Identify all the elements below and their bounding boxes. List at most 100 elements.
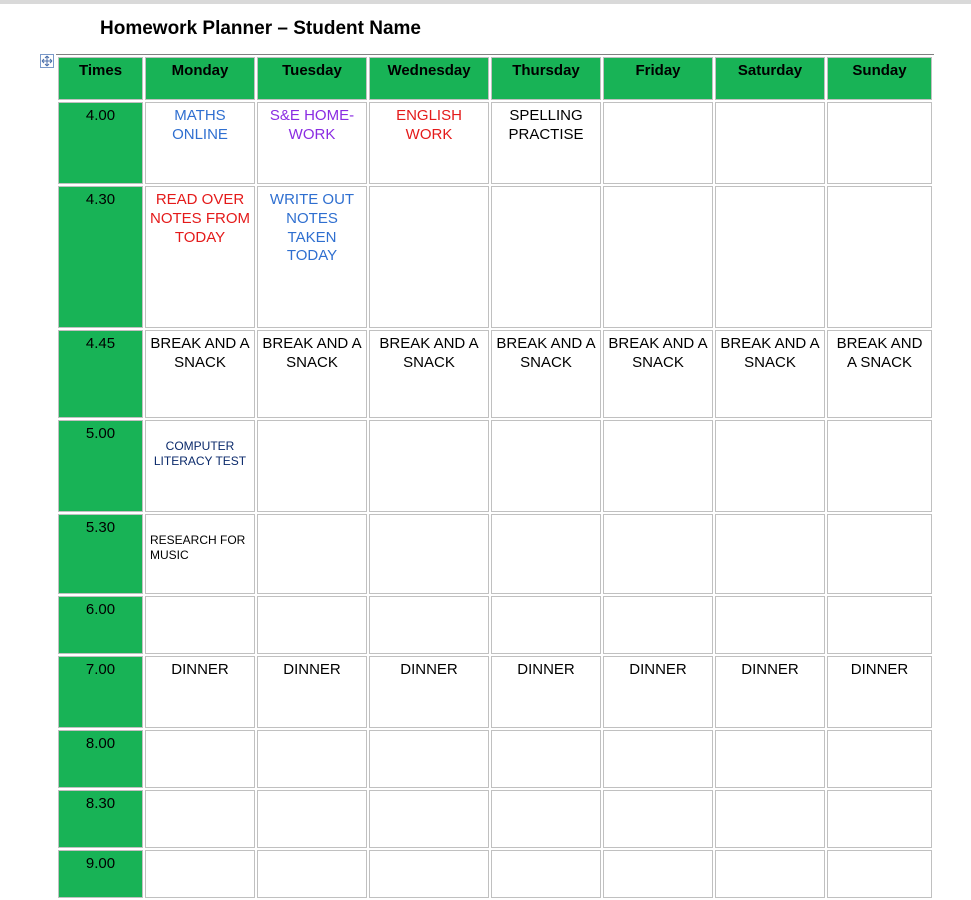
- planner-cell[interactable]: [491, 186, 601, 328]
- planner-cell[interactable]: [369, 186, 489, 328]
- planner-cell[interactable]: [715, 596, 825, 654]
- cell-text: BREAK AND A SNACK: [496, 335, 596, 373]
- planner-cell[interactable]: BREAK AND A SNACK: [145, 330, 255, 418]
- planner-cell[interactable]: DINNER: [369, 656, 489, 728]
- time-cell: 8.00: [58, 730, 143, 788]
- cell-text: BREAK AND A SNACK: [262, 335, 362, 373]
- planner-cell[interactable]: [369, 514, 489, 594]
- table-row: 4.00MATHS ONLINES&E HOME-WORKENGLISH WOR…: [58, 102, 932, 184]
- planner-cell[interactable]: [827, 186, 932, 328]
- planner-cell[interactable]: RESEARCH FOR MUSIC: [145, 514, 255, 594]
- planner-cell[interactable]: [145, 596, 255, 654]
- planner-cell[interactable]: [257, 730, 367, 788]
- planner-cell[interactable]: DINNER: [603, 656, 713, 728]
- planner-cell[interactable]: MATHS ONLINE: [145, 102, 255, 184]
- planner-cell[interactable]: DINNER: [491, 656, 601, 728]
- planner-cell[interactable]: [827, 850, 932, 898]
- planner-cell[interactable]: [369, 790, 489, 848]
- planner-cell[interactable]: [491, 790, 601, 848]
- planner-cell[interactable]: [257, 850, 367, 898]
- planner-cell[interactable]: [369, 420, 489, 512]
- planner-cell[interactable]: [491, 420, 601, 512]
- planner-cell[interactable]: BREAK AND A SNACK: [715, 330, 825, 418]
- time-cell: 9.00: [58, 850, 143, 898]
- cell-text: DINNER: [608, 661, 708, 680]
- planner-cell[interactable]: [715, 102, 825, 184]
- planner-cell[interactable]: [715, 186, 825, 328]
- planner-cell[interactable]: [715, 514, 825, 594]
- planner-cell[interactable]: [715, 790, 825, 848]
- planner-cell[interactable]: DINNER: [145, 656, 255, 728]
- cell-text: DINNER: [720, 661, 820, 680]
- cell-text: RESEARCH FOR MUSIC: [150, 519, 250, 563]
- cell-text: DINNER: [374, 661, 484, 680]
- table-row: 8.00: [58, 730, 932, 788]
- planner-cell[interactable]: BREAK AND A SNACK: [491, 330, 601, 418]
- header-row: TimesMondayTuesdayWednesdayThursdayFrida…: [58, 57, 932, 100]
- cell-text: BREAK AND A SNACK: [608, 335, 708, 373]
- cell-text: COMPUTER LITERACY TEST: [150, 425, 250, 469]
- planner-cell[interactable]: DINNER: [827, 656, 932, 728]
- planner-cell[interactable]: [369, 850, 489, 898]
- planner-cell[interactable]: [491, 514, 601, 594]
- planner-cell[interactable]: [145, 790, 255, 848]
- time-cell: 6.00: [58, 596, 143, 654]
- page-title: Homework Planner – Student Name: [0, 4, 971, 54]
- table-row: 9.00: [58, 850, 932, 898]
- table-wrap: TimesMondayTuesdayWednesdayThursdayFrida…: [0, 54, 971, 900]
- planner-cell[interactable]: COMPUTER LITERACY TEST: [145, 420, 255, 512]
- planner-cell[interactable]: [257, 790, 367, 848]
- planner-cell[interactable]: BREAK AND A SNACK: [369, 330, 489, 418]
- planner-cell[interactable]: [369, 596, 489, 654]
- planner-cell[interactable]: [827, 420, 932, 512]
- planner-cell[interactable]: [491, 596, 601, 654]
- planner-cell[interactable]: [145, 850, 255, 898]
- planner-cell[interactable]: [603, 102, 713, 184]
- planner-cell[interactable]: [827, 102, 932, 184]
- time-cell: 5.00: [58, 420, 143, 512]
- planner-cell[interactable]: [257, 596, 367, 654]
- planner-cell[interactable]: [827, 730, 932, 788]
- planner-cell[interactable]: [603, 730, 713, 788]
- planner-cell[interactable]: [827, 596, 932, 654]
- planner-cell[interactable]: [603, 186, 713, 328]
- planner-cell[interactable]: WRITE OUT NOTES TAKEN TODAY: [257, 186, 367, 328]
- cell-text: ENGLISH WORK: [374, 107, 484, 145]
- time-cell: 4.00: [58, 102, 143, 184]
- planner-cell[interactable]: DINNER: [257, 656, 367, 728]
- header-cell: Times: [58, 57, 143, 100]
- planner-cell[interactable]: ENGLISH WORK: [369, 102, 489, 184]
- planner-cell[interactable]: READ OVER NOTES FROM TODAY: [145, 186, 255, 328]
- planner-cell[interactable]: [715, 420, 825, 512]
- planner-cell[interactable]: [257, 420, 367, 512]
- planner-cell[interactable]: BREAK AND A SNACK: [257, 330, 367, 418]
- planner-cell[interactable]: [491, 730, 601, 788]
- planner-cell[interactable]: [257, 514, 367, 594]
- cell-text: DINNER: [496, 661, 596, 680]
- cell-text: READ OVER NOTES FROM TODAY: [150, 191, 250, 247]
- planner-cell[interactable]: [491, 850, 601, 898]
- planner-cell[interactable]: BREAK AND A SNACK: [603, 330, 713, 418]
- planner-cell[interactable]: [827, 790, 932, 848]
- cell-text: WRITE OUT NOTES TAKEN TODAY: [262, 191, 362, 266]
- table-move-handle[interactable]: [40, 54, 54, 68]
- cell-text: SPELLING PRACTISE: [496, 107, 596, 145]
- planner-cell[interactable]: [603, 596, 713, 654]
- planner-cell[interactable]: S&E HOME-WORK: [257, 102, 367, 184]
- planner-cell[interactable]: DINNER: [715, 656, 825, 728]
- planner-cell[interactable]: [827, 514, 932, 594]
- planner-cell[interactable]: SPELLING PRACTISE: [491, 102, 601, 184]
- planner-cell[interactable]: [603, 790, 713, 848]
- planner-cell[interactable]: [603, 514, 713, 594]
- page: Homework Planner – Student Name TimesMon…: [0, 0, 971, 900]
- planner-cell[interactable]: [603, 850, 713, 898]
- planner-cell[interactable]: BREAK AND A SNACK: [827, 330, 932, 418]
- planner-cell[interactable]: [715, 730, 825, 788]
- planner-cell[interactable]: [145, 730, 255, 788]
- planner-cell[interactable]: [603, 420, 713, 512]
- table-head: TimesMondayTuesdayWednesdayThursdayFrida…: [58, 57, 932, 100]
- planner-cell[interactable]: [369, 730, 489, 788]
- table-row: 4.30READ OVER NOTES FROM TODAYWRITE OUT …: [58, 186, 932, 328]
- planner-cell[interactable]: [715, 850, 825, 898]
- cell-text: BREAK AND A SNACK: [832, 335, 927, 373]
